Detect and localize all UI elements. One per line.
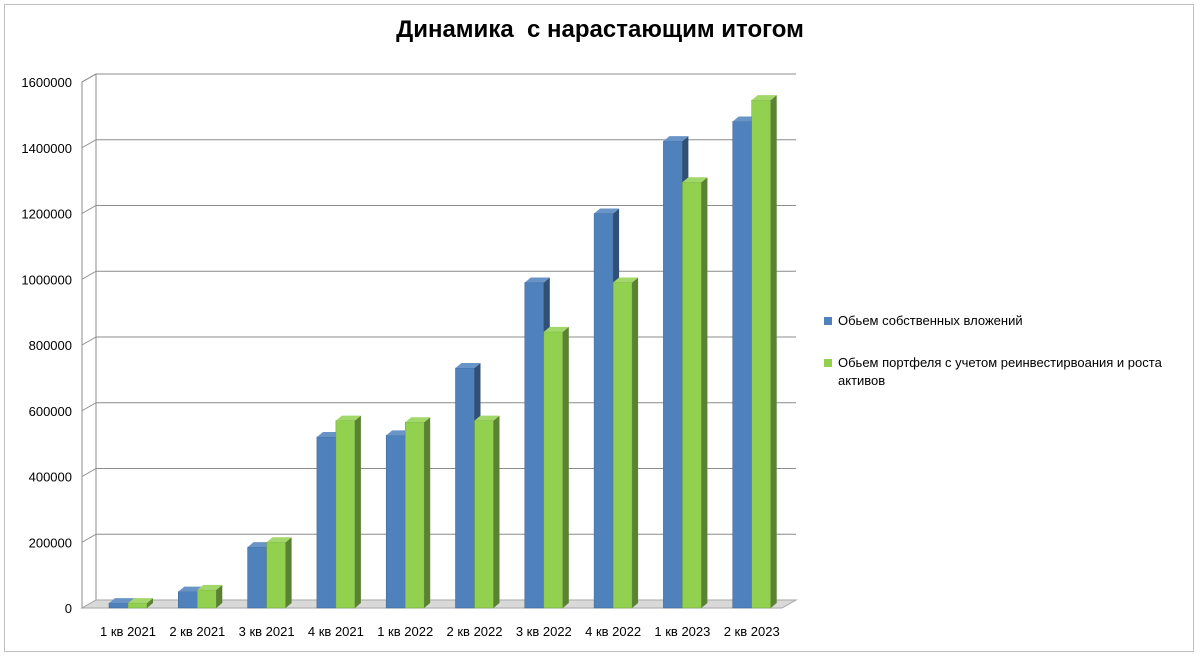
bar-portfolio: [127, 602, 148, 609]
y-tick-label: 1200000: [21, 207, 72, 222]
bar-own-investments: [455, 367, 475, 609]
bar-portfolio: [404, 422, 425, 609]
gridline-side: [81, 270, 97, 280]
bar-portfolio: [335, 420, 356, 609]
bar-side-portfolio: [770, 95, 777, 609]
bar-top-portfolio: [128, 598, 153, 604]
bar-own-investments: [247, 546, 267, 609]
x-tick-label: 2 кв 2022: [447, 624, 503, 639]
legend: Обьем собственных вложений Обьем портфел…: [824, 312, 1184, 414]
x-tick-label: 1 кв 2022: [377, 624, 433, 639]
bar-top-own-investments: [594, 208, 620, 214]
y-tick-label: 1600000: [21, 75, 72, 90]
bar-top-portfolio: [335, 415, 361, 421]
bar-top-own-investments: [524, 277, 550, 283]
bar-top-portfolio: [751, 95, 777, 101]
bar-top-portfolio: [266, 537, 292, 543]
bar-side-portfolio: [285, 537, 292, 608]
legend-swatch-own-investments: [824, 317, 832, 325]
gridline-side: [81, 336, 97, 346]
chart-title: Динамика с нарастающим итогом: [396, 16, 804, 43]
y-tick-label: 0: [65, 601, 72, 616]
bar-own-investments: [316, 436, 337, 609]
x-tick-label: 2 кв 2023: [724, 624, 780, 639]
bar-portfolio: [751, 99, 771, 609]
legend-item-own-investments: Обьем собственных вложений: [824, 312, 1184, 330]
bar-top-own-investments: [663, 136, 689, 142]
bar-top-portfolio: [613, 277, 639, 283]
bar-top-portfolio: [682, 177, 708, 183]
y-tick-label: 600000: [29, 404, 72, 419]
y-tick-label: 800000: [29, 338, 72, 353]
bar-top-portfolio: [405, 417, 431, 423]
legend-swatch-portfolio: [824, 359, 832, 367]
bar-top-own-investments: [455, 363, 481, 369]
y-tick-label: 1000000: [21, 272, 72, 287]
legend-label-own-investments: Обьем собственных вложений: [838, 313, 1023, 328]
bar-side-portfolio: [562, 326, 569, 608]
y-tick-label: 200000: [29, 535, 72, 550]
bar-own-investments: [108, 602, 129, 609]
bar-side-portfolio: [632, 277, 639, 608]
bar-portfolio: [543, 331, 564, 609]
bar-side-portfolio: [493, 415, 500, 608]
bar-portfolio: [197, 589, 217, 609]
bar-side-portfolio: [354, 415, 361, 608]
gridline-side: [81, 205, 97, 214]
bar-side-portfolio: [216, 584, 223, 608]
x-tick-label: 4 кв 2022: [585, 624, 641, 639]
gridline-side: [81, 533, 97, 543]
gridline-side: [81, 402, 97, 412]
bar-own-investments: [663, 140, 683, 609]
bar-own-investments: [593, 213, 614, 609]
y-tick-label: 1400000: [21, 141, 72, 156]
bar-own-investments: [385, 435, 406, 609]
bar-portfolio: [612, 282, 633, 609]
gridline-side: [81, 139, 97, 149]
legend-label-portfolio: Обьем портфеля с учетом реинвестирвоания…: [838, 355, 1162, 388]
x-tick-label: 2 кв 2021: [169, 624, 225, 639]
bar-top-portfolio: [543, 326, 569, 332]
bar-side-portfolio: [701, 177, 708, 609]
x-tick-label: 4 кв 2021: [308, 624, 364, 639]
bar-portfolio: [266, 542, 286, 609]
bar-top-portfolio: [474, 415, 500, 421]
gridline-side: [81, 73, 97, 83]
x-tick-label: 1 кв 2021: [100, 624, 156, 639]
bar-top-own-investments: [109, 598, 134, 604]
x-tick-label: 1 кв 2023: [654, 624, 710, 639]
bar-own-investments: [178, 591, 198, 609]
gridline-side: [81, 468, 97, 477]
bar-own-investments: [732, 121, 752, 609]
y-tick-label: 400000: [29, 470, 72, 485]
x-tick-label: 3 кв 2022: [516, 624, 572, 639]
x-tick-label: 3 кв 2021: [239, 624, 295, 639]
bar-portfolio: [682, 182, 702, 609]
bar-side-portfolio: [424, 417, 431, 608]
legend-item-portfolio: Обьем портфеля с учетом реинвестирвоания…: [824, 354, 1184, 390]
bar-side-portfolio: [147, 598, 153, 608]
bar-top-portfolio: [197, 584, 223, 590]
bar-own-investments: [524, 282, 545, 609]
bar-portfolio: [474, 420, 494, 609]
